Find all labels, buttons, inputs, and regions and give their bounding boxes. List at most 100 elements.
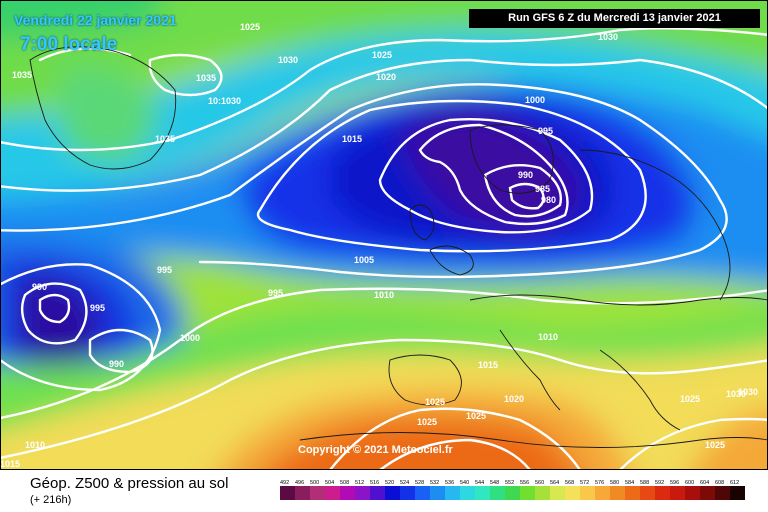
isobar-label: 1025	[372, 50, 392, 60]
legend-swatch	[430, 486, 445, 500]
legend-label: 504	[325, 480, 335, 486]
legend-label: 528	[415, 480, 425, 486]
legend-label: 520	[385, 480, 395, 486]
legend-label: 516	[370, 480, 380, 486]
isobar-label: 985	[535, 184, 550, 194]
legend-label: 588	[640, 480, 650, 486]
isobar-label: 990	[32, 282, 47, 292]
color-legend: 492 496 500 504 508 512 516 520 524 528 532 536 540 5…	[280, 480, 745, 500]
legend-labels: 492 496 500 504 508 512 516 520 524 528 532 536 540 5…	[280, 480, 745, 486]
forecast-lead-time: (+ 216h)	[30, 494, 72, 506]
legend-swatch	[370, 486, 385, 500]
legend-label: 564	[550, 480, 560, 486]
forecast-date: Vendredi 22 janvier 2021	[14, 12, 177, 28]
legend-swatch	[625, 486, 640, 500]
run-info-banner: Run GFS 6 Z du Mercredi 13 janvier 2021	[469, 9, 760, 28]
legend-label: 508	[340, 480, 350, 486]
legend-swatch	[730, 486, 745, 500]
legend-swatch	[520, 486, 535, 500]
legend-swatch	[505, 486, 520, 500]
isobar-label: 1035	[196, 73, 216, 83]
isobar-label: 1035	[12, 70, 32, 80]
isobar-label: 1015	[0, 459, 20, 469]
legend-swatch	[445, 486, 460, 500]
map-title: Géop. Z500 & pression au sol	[30, 475, 229, 492]
legend-label: 496	[295, 480, 305, 486]
legend-swatch	[400, 486, 415, 500]
isobar-label: 1030	[738, 387, 758, 397]
isobar-label: 1025	[425, 397, 445, 407]
legend-swatch	[685, 486, 700, 500]
legend-swatch	[595, 486, 610, 500]
legend-swatch	[385, 486, 400, 500]
legend-label: 500	[310, 480, 320, 486]
legend-swatch	[295, 486, 310, 500]
legend-swatch	[580, 486, 595, 500]
isobar-label: 1030	[598, 32, 618, 42]
isobar-label: 1025	[680, 394, 700, 404]
legend-swatch	[640, 486, 655, 500]
pressure-map: 1030 1025 1035 1030 1035 10:1030 1035 1025 1020 1…	[0, 0, 768, 470]
isobar-label: 10:1030	[208, 96, 241, 106]
legend-swatch	[715, 486, 730, 500]
isobar-label: 1005	[354, 255, 374, 265]
legend-label: 600	[685, 480, 695, 486]
legend-label: 540	[460, 480, 470, 486]
legend-label: 556	[520, 480, 530, 486]
legend-swatch	[550, 486, 565, 500]
legend-label: 596	[670, 480, 680, 486]
legend-swatch	[490, 486, 505, 500]
legend-swatches	[280, 486, 745, 500]
legend-swatch	[610, 486, 625, 500]
legend-swatch	[475, 486, 490, 500]
isobar-label: 1015	[342, 134, 362, 144]
isobar-label: 1000	[180, 333, 200, 343]
isobar-label: 980	[541, 195, 556, 205]
legend-label: 560	[535, 480, 545, 486]
isobar-label: 1020	[376, 72, 396, 82]
copyright-text: Copyright © 2021 Meteociel.fr	[298, 444, 453, 456]
legend-swatch	[670, 486, 685, 500]
legend-swatch	[325, 486, 340, 500]
isobar-label: 1025	[466, 411, 486, 421]
isobar-label: 995	[157, 265, 172, 275]
isobar-label: 1030	[726, 389, 746, 399]
isobar-label: 1000	[525, 95, 545, 105]
legend-label: 524	[400, 480, 410, 486]
legend-swatch	[655, 486, 670, 500]
legend-label: 512	[355, 480, 365, 486]
isobar-label: 1030	[278, 55, 298, 65]
legend-swatch	[415, 486, 430, 500]
legend-label: 612	[730, 480, 740, 486]
isobar-label: 1025	[705, 440, 725, 450]
legend-label: 492	[280, 480, 290, 486]
isobar-label: 1010	[25, 440, 45, 450]
legend-label: 608	[715, 480, 725, 486]
legend-swatch	[310, 486, 325, 500]
legend-swatch	[535, 486, 550, 500]
legend-label: 548	[490, 480, 500, 486]
legend-label: 568	[565, 480, 575, 486]
isobar-label: 1010	[374, 290, 394, 300]
isobar-label: 995	[90, 303, 105, 313]
isobar-label: 990	[109, 359, 124, 369]
legend-label: 536	[445, 480, 455, 486]
legend-label: 552	[505, 480, 515, 486]
isobar-label: 1025	[417, 417, 437, 427]
legend-label: 572	[580, 480, 590, 486]
legend-label: 544	[475, 480, 485, 486]
legend-label: 580	[610, 480, 620, 486]
legend-label: 532	[430, 480, 440, 486]
isobar-label: 995	[268, 288, 283, 298]
isobar-label: 1035	[155, 134, 175, 144]
legend-swatch	[565, 486, 580, 500]
isobar-label: 1010	[538, 332, 558, 342]
isobar-label: 1020	[504, 394, 524, 404]
isobar-label: 1015	[478, 360, 498, 370]
legend-swatch	[460, 486, 475, 500]
legend-label: 576	[595, 480, 605, 486]
legend-swatch	[355, 486, 370, 500]
legend-label: 592	[655, 480, 665, 486]
legend-swatch	[700, 486, 715, 500]
